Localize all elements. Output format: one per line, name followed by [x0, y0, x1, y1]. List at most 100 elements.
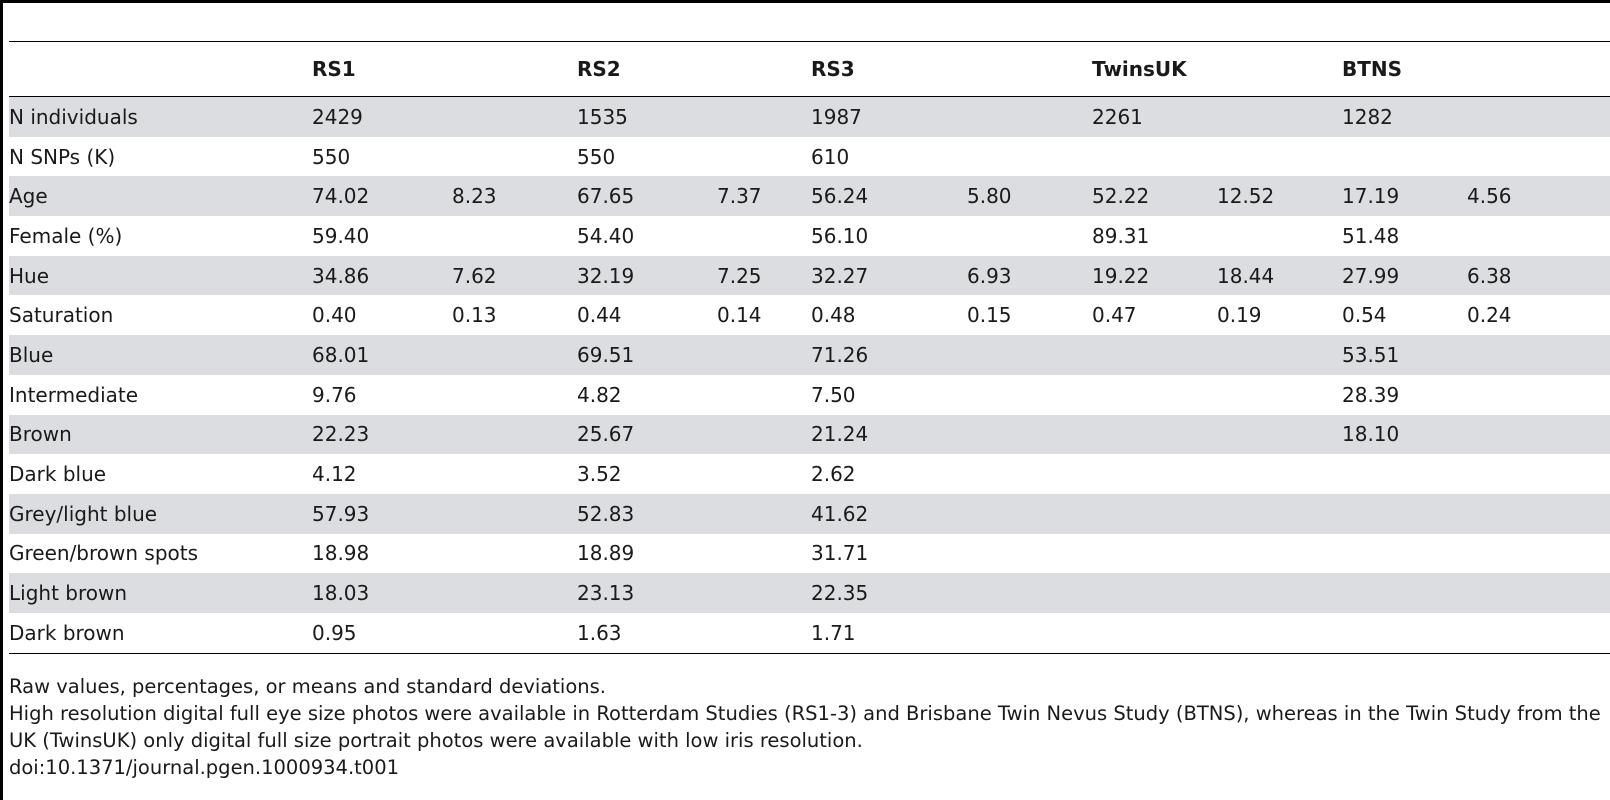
table-cell: [1467, 613, 1610, 653]
table-cell: 0.54: [1342, 303, 1387, 328]
table-cell: [967, 573, 1092, 613]
table-cell: [717, 97, 811, 137]
table-cell: [967, 375, 1092, 415]
table-cell: [1467, 454, 1610, 494]
table-cell: [1092, 573, 1217, 613]
table-cell: [1092, 454, 1217, 494]
table-cell: 7.25: [717, 263, 762, 288]
row-label: N SNPs (K): [9, 144, 116, 169]
table-row: Brown 22.23 25.67 21.24 18.10: [9, 414, 1610, 455]
table-cell: 0.47: [1092, 303, 1137, 328]
table-footnotes: Raw values, percentages, or means and st…: [9, 673, 1610, 781]
column-header: RS3: [811, 57, 855, 81]
column-header: [717, 42, 811, 97]
table-cell: [1467, 97, 1610, 137]
table-cell: [1217, 335, 1342, 375]
table-cell: [967, 454, 1092, 494]
table-cell: 8.23: [452, 184, 497, 209]
row-label: N individuals: [9, 104, 138, 129]
table-cell: 67.65: [577, 184, 635, 209]
table-cell: [967, 415, 1092, 455]
table-cell: [717, 137, 811, 177]
column-header: [452, 42, 577, 97]
table-cell: [1092, 335, 1217, 375]
table-cell: [1217, 97, 1342, 137]
table-cell: [452, 97, 577, 137]
table-cell: 18.10: [1342, 422, 1400, 447]
table-cell: [717, 573, 811, 613]
table-cell: 18.89: [577, 541, 635, 566]
table-cell: 19.22: [1092, 263, 1150, 288]
table-cell: 18.03: [312, 581, 370, 606]
table-cell: 25.67: [577, 422, 635, 447]
table-cell: 28.39: [1342, 382, 1400, 407]
table-cell: 54.40: [577, 223, 635, 248]
table-row: Intermediate 9.76 4.82 7.50 28.39: [9, 375, 1610, 415]
table-cell: 4.82: [577, 382, 622, 407]
table-cell: 56.24: [811, 184, 869, 209]
table-cell: [717, 375, 811, 415]
table-cell: [452, 494, 577, 534]
table-cell: [452, 573, 577, 613]
row-label: Dark blue: [9, 462, 107, 487]
table-cell: 0.48: [811, 303, 856, 328]
table-cell: [967, 137, 1092, 177]
top-border-rule: [0, 0, 1610, 3]
table-cell: [1217, 613, 1342, 653]
table-cell: 27.99: [1342, 263, 1400, 288]
table-cell: [967, 613, 1092, 653]
table-cell: [967, 335, 1092, 375]
row-label: Hue: [9, 263, 50, 288]
column-header: RS1: [312, 57, 356, 81]
column-header: [9, 42, 312, 97]
table-cell: 4.12: [312, 462, 357, 487]
row-label: Grey/light blue: [9, 501, 158, 526]
table-cell: 68.01: [312, 342, 370, 367]
table-row: Dark brown 0.95 1.63 1.71: [9, 613, 1610, 654]
table-cell: [452, 137, 577, 177]
table-cell: [1092, 375, 1217, 415]
footnote-values: Raw values, percentages, or means and st…: [9, 675, 606, 698]
table-cell: [452, 613, 577, 653]
table-cell: 22.35: [811, 581, 869, 606]
table-cell: [1342, 494, 1467, 534]
table-cell: 57.93: [312, 501, 370, 526]
doi-text: doi:10.1371/journal.pgen.1000934.t001: [9, 756, 400, 779]
table-cell: 1987: [811, 104, 862, 129]
table-cell: 610: [811, 144, 850, 169]
table-cell: [717, 534, 811, 574]
column-header: [1217, 42, 1342, 97]
table-cell: [452, 335, 577, 375]
table-cell: 31.71: [811, 541, 869, 566]
table-cell: [1342, 454, 1467, 494]
column-header: TwinsUK: [1092, 57, 1187, 81]
table-cell: 56.10: [811, 223, 869, 248]
table-cell: [1217, 534, 1342, 574]
table-cell: 1535: [577, 104, 628, 129]
table-cell: [1467, 216, 1610, 256]
table-cell: 59.40: [312, 223, 370, 248]
table-cell: 74.02: [312, 184, 370, 209]
table-cell: 3.52: [577, 462, 622, 487]
table-row: Hue 34.86 7.62 32.19 7.25 32.27 6.93 19.22 18.44…: [9, 255, 1610, 296]
table-cell: 34.86: [312, 263, 370, 288]
table-row: N SNPs (K) 550 550 610: [9, 137, 1610, 177]
table-cell: [967, 494, 1092, 534]
footnote-photos: High resolution digital full eye size ph…: [9, 702, 1601, 752]
table-cell: [717, 415, 811, 455]
table-cell: 21.24: [811, 422, 869, 447]
table-cell: 5.80: [967, 184, 1012, 209]
table-cell: 22.23: [312, 422, 370, 447]
table-cell: 1282: [1342, 104, 1393, 129]
header-row: RS1 RS2 RS3 TwinsUK BTNS: [9, 41, 1610, 97]
table-cell: 2261: [1092, 104, 1143, 129]
table-cell: 7.37: [717, 184, 762, 209]
table-cell: 32.19: [577, 263, 635, 288]
table-cell: [1217, 375, 1342, 415]
table-cell: 7.50: [811, 382, 856, 407]
table-cell: 41.62: [811, 501, 869, 526]
table-cell: 18.98: [312, 541, 370, 566]
table-cell: 0.40: [312, 303, 357, 328]
column-header: RS2: [577, 57, 621, 81]
table-cell: 6.38: [1467, 263, 1512, 288]
